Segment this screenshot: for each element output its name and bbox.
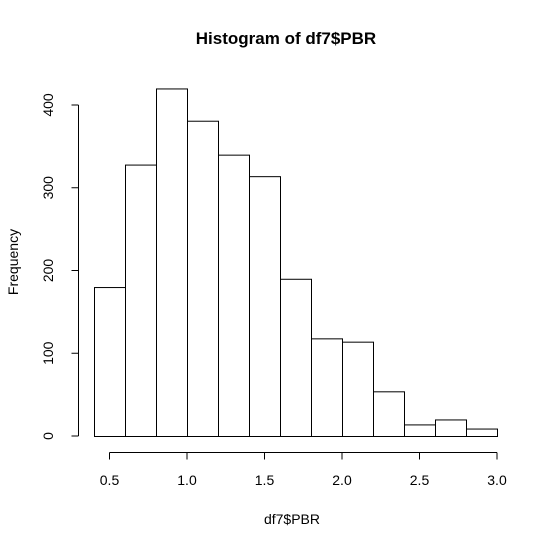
y-axis-label: Frequency	[5, 229, 21, 295]
histogram-bar	[311, 338, 343, 438]
histogram-bar	[280, 278, 312, 437]
histogram-bar	[373, 391, 405, 438]
y-tick-label: 200	[40, 259, 56, 283]
x-tick-label: 0.5	[100, 472, 120, 488]
histogram-bar	[125, 164, 157, 438]
histogram-bar	[187, 120, 219, 437]
histogram-bar	[466, 428, 498, 437]
histogram-bar	[249, 176, 281, 437]
x-axis-label: df7$PBR	[264, 511, 320, 527]
histogram-bar	[435, 419, 467, 438]
histogram-bar	[218, 154, 250, 437]
y-tick-label: 300	[40, 176, 56, 200]
y-tick-label: 0	[40, 432, 56, 440]
bars-group	[94, 88, 498, 438]
histogram-bar	[156, 88, 188, 437]
y-tick-label: 400	[40, 93, 56, 117]
chart-title: Histogram of df7$PBR	[196, 29, 376, 48]
histogram-bar	[94, 287, 126, 437]
histogram-bar	[342, 341, 374, 438]
x-tick-label: 1.0	[177, 472, 197, 488]
histogram-bar	[404, 424, 436, 438]
x-tick-label: 2.5	[410, 472, 430, 488]
y-axis: 0 100 200 300 400	[40, 93, 79, 440]
y-tick-label: 100	[40, 341, 56, 365]
x-tick-label: 2.0	[332, 472, 352, 488]
x-axis: 0.5 1.0 1.5 2.0 2.5 3.0	[100, 452, 507, 488]
x-tick-label: 3.0	[487, 472, 507, 488]
x-tick-label: 1.5	[255, 472, 275, 488]
